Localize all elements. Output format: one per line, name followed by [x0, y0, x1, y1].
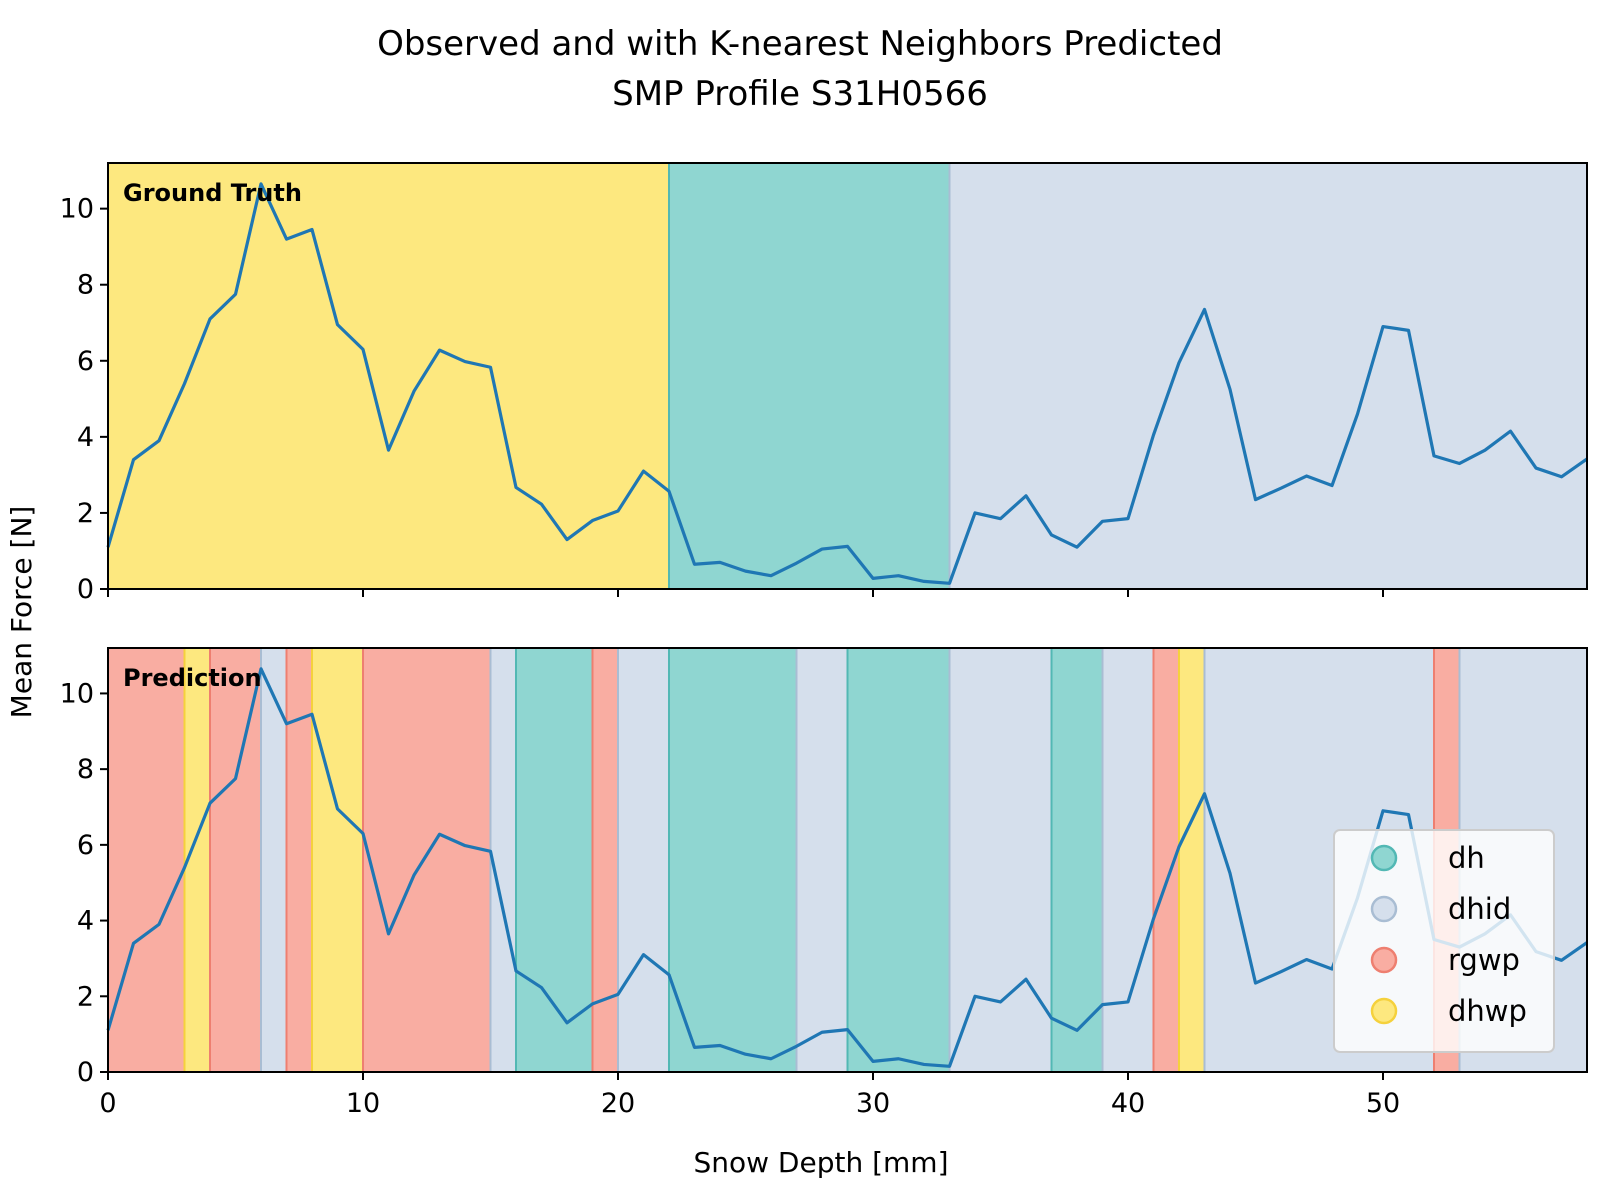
- legend-label-dh: dh: [1448, 841, 1485, 875]
- class-band-rgwp: [286, 648, 312, 1072]
- panel-ground-truth: 0 2 4 6 8 10 Ground Truth: [60, 162, 1588, 605]
- class-band-rgwp: [210, 648, 261, 1072]
- chart-title-line-2: SMP Profile S31H0566: [612, 74, 988, 114]
- legend-marker-rgwp: [1370, 946, 1398, 974]
- class-band-rgwp: [108, 648, 185, 1072]
- legend-label-dhwp: dhwp: [1448, 994, 1527, 1028]
- class-band-dh: [516, 648, 593, 1072]
- plot-frame: [107, 647, 1588, 1073]
- class-band-dhwp: [1179, 648, 1205, 1072]
- legend-marker-dhid: [1370, 895, 1398, 923]
- x-axis-label: Snow Depth [mm]: [693, 1146, 948, 1179]
- chart-title: Observed and with K-nearest Neighbors Pr…: [377, 24, 1223, 114]
- x-tick-label: 10: [346, 1088, 380, 1119]
- y-tick-label: 10: [60, 678, 94, 709]
- legend-label-dhid: dhid: [1448, 892, 1511, 926]
- class-band-rgwp: [592, 648, 618, 1072]
- class-band-dhid: [618, 648, 669, 1072]
- y-tick-label: 8: [77, 754, 94, 785]
- class-band-dhid: [796, 648, 848, 1072]
- y-tick-label: 8: [77, 270, 94, 301]
- legend-frame: [1333, 829, 1555, 1053]
- y-tick-label: 10: [60, 194, 94, 225]
- y-tick-label: 6: [77, 830, 94, 861]
- plot-frame: [107, 162, 1588, 590]
- x-tick-label: 40: [1111, 1088, 1145, 1119]
- legend-marker-dhwp: [1370, 997, 1398, 1025]
- class-band-rgwp: [363, 648, 491, 1072]
- class-band-dh: [847, 648, 950, 1072]
- class-band-dhid: [490, 648, 516, 1072]
- panel-prediction: 0 2 4 6 8 10 0 10 20 30 40 50 Prediction: [60, 647, 1588, 1119]
- y-tick-label: 2: [77, 981, 94, 1012]
- class-band-dhwp: [312, 648, 363, 1072]
- class-band-dhid: [1102, 648, 1154, 1072]
- y-tick-label: 0: [77, 574, 94, 605]
- x-tick-label: 50: [1366, 1088, 1400, 1119]
- class-band-dh: [669, 648, 797, 1072]
- class-band-dhid: [949, 163, 1587, 589]
- class-band-dhid: [949, 648, 1052, 1072]
- legend-marker-dh: [1370, 844, 1398, 872]
- chart-title-line-1: Observed and with K-nearest Neighbors Pr…: [377, 24, 1223, 64]
- class-band-dhid: [261, 648, 287, 1072]
- y-tick-label: 2: [77, 498, 94, 529]
- y-tick-label: 6: [77, 346, 94, 377]
- y-tick-label: 4: [77, 422, 94, 453]
- class-band-dh: [1051, 648, 1103, 1072]
- class-band-dhwp: [108, 163, 669, 589]
- mean-force-line: [106, 182, 1588, 585]
- legend: dh dhid rgwp dhwp: [1333, 829, 1555, 1053]
- y-tick-label: 0: [77, 1057, 94, 1088]
- x-tick-label: 0: [99, 1088, 116, 1119]
- x-tick-label: 30: [856, 1088, 890, 1119]
- y-axis-label: Mean Force [N]: [5, 506, 38, 719]
- y-tick-label: 4: [77, 906, 94, 937]
- class-band-dh: [669, 163, 950, 589]
- x-tick-label: 20: [601, 1088, 635, 1119]
- panel-label: Prediction: [123, 664, 262, 692]
- panel-label: Ground Truth: [123, 179, 302, 207]
- legend-label-rgwp: rgwp: [1448, 943, 1520, 977]
